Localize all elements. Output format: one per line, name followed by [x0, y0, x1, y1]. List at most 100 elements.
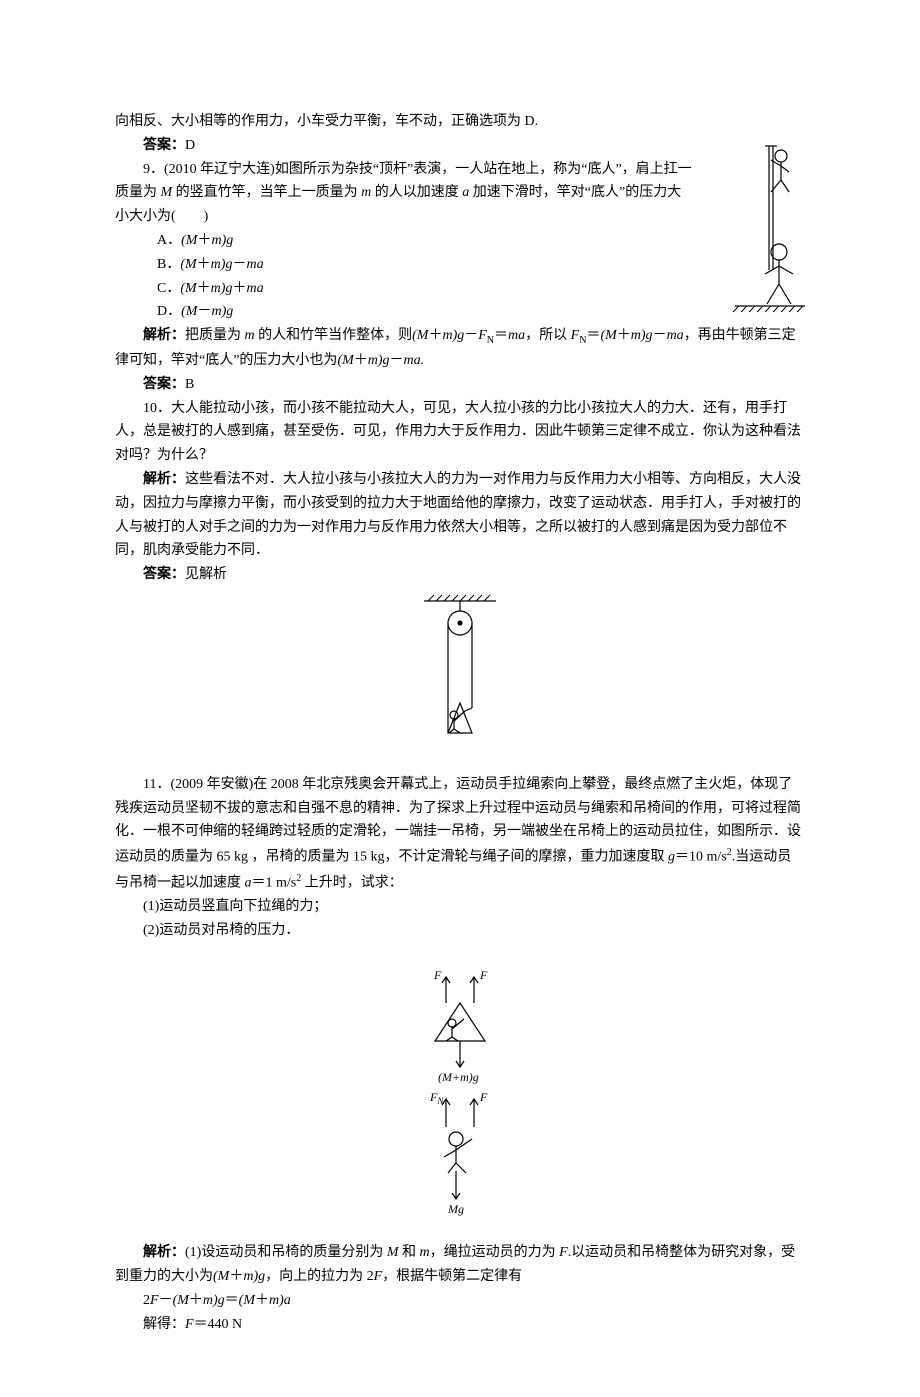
q9-option-b: B．(M＋m)g－ma — [115, 253, 805, 277]
expr: ＋ — [197, 233, 211, 248]
t: m)g — [631, 328, 653, 343]
pulley-diagram — [410, 593, 510, 758]
opt-prefix: C． — [157, 281, 180, 296]
t: 的人和竹竿当作整体，则 — [255, 328, 413, 343]
t: 和 — [399, 1245, 420, 1260]
t: － — [390, 353, 404, 368]
t: ＋ — [229, 1269, 243, 1284]
t: ＝1 m/s — [252, 875, 297, 890]
fbd-label-F: F — [479, 1090, 488, 1104]
t: － — [464, 328, 478, 343]
opt-prefix: B． — [157, 257, 180, 272]
expr: (M — [181, 304, 197, 319]
answer-8: 答案：D — [115, 134, 805, 158]
t: ma — [667, 328, 684, 343]
free-body-diagram: F F (M+m)g FN F Mg — [115, 967, 805, 1236]
answer-value: 见解析 — [185, 567, 227, 582]
expl-label: 解析： — [143, 1245, 185, 1260]
t: F — [185, 1317, 194, 1332]
question-10-stem: 10．大人能拉动小孩，而小孩不能拉动大人，可见，大人拉小孩的力比小孩拉大人的力大… — [115, 397, 805, 468]
fbd-label-Mg: Mg — [447, 1202, 464, 1216]
expr: － — [197, 304, 211, 319]
answer-value: D — [185, 138, 195, 153]
expr: ＋ — [232, 281, 246, 296]
expl-label: 解析： — [143, 328, 185, 343]
t: (M — [337, 353, 353, 368]
q11-figure — [115, 593, 805, 767]
expl-text: 这些看法不对．大人拉小孩与小孩拉大人的力为一对作用力与反作用力大小相等、方向相反… — [115, 472, 801, 558]
t: ＋ — [617, 328, 631, 343]
t: (M — [412, 328, 428, 343]
q11-sub1: (1)运动员竖直向下拉绳的力； — [115, 895, 805, 919]
opt-prefix: D． — [157, 304, 181, 319]
answer-label: 答案： — [143, 377, 185, 392]
expr: (M — [181, 233, 197, 248]
answer-label: 答案： — [143, 138, 185, 153]
t: m)a — [269, 1293, 291, 1308]
question-11-stem: 11．(2009 年安徽)在 2008 年北京残奥会开幕式上，运动员手拉绳索向上… — [115, 773, 805, 895]
t: m)g — [368, 353, 390, 368]
t: ma. — [404, 353, 425, 368]
expr: m)g — [211, 281, 233, 296]
t: ＋ — [189, 1293, 203, 1308]
t: (1)设运动员和吊椅的质量分别为 — [185, 1245, 387, 1260]
expr: ＋ — [197, 281, 211, 296]
expr: ma — [246, 257, 263, 272]
t: 把质量为 — [185, 328, 245, 343]
t: ，所以 — [525, 328, 571, 343]
q9-option-d: D．(M－m)g — [115, 300, 805, 324]
q9-text-b: 的竖直竹竿，当竿上一质量为 — [172, 185, 361, 200]
q9-option-a: A．(M＋m)g — [115, 229, 805, 253]
expr: (M — [180, 281, 196, 296]
pole-acrobat-diagram — [705, 140, 805, 315]
t: ＋ — [428, 328, 442, 343]
t: M — [387, 1245, 399, 1260]
expr: (M — [180, 257, 196, 272]
var-M: M — [161, 185, 173, 200]
q10-explanation: 解析：这些看法不对．大人拉小孩与小孩拉大人的力为一对作用力与反作用力大小相等、方… — [115, 468, 805, 563]
q11-result: 解得：F＝440 N — [115, 1313, 805, 1337]
t: 2 — [143, 1293, 150, 1308]
q9-text-c: 的人以加速度 — [371, 185, 462, 200]
t: m)g — [203, 1293, 225, 1308]
t: ，绳拉运动员的力为 — [430, 1245, 560, 1260]
fbd-label-F2: F — [479, 968, 488, 982]
t: ，根据牛顿第二定律有 — [382, 1269, 522, 1284]
t: N — [487, 335, 494, 346]
t: ＝ — [586, 328, 600, 343]
t: F — [559, 1245, 568, 1260]
fbd-label-FN: FN — [429, 1090, 444, 1106]
q11-equation: 2F－(M＋m)g＝(M＋m)a — [115, 1289, 805, 1313]
t: F — [150, 1293, 159, 1308]
t: m)g — [442, 328, 464, 343]
answer-10: 答案：见解析 — [115, 563, 805, 587]
t: ，向上的拉力为 2 — [265, 1269, 374, 1284]
var-g: g — [668, 850, 675, 865]
fbd-label-weight: (M+m)g — [438, 1070, 479, 1084]
document-page: 向相反、大小相等的作用力，小车受力平衡，车不动，正确选项为 D. 答案：D 9．… — [0, 0, 920, 1397]
answer-label: 答案： — [143, 567, 185, 582]
q9-option-c: C．(M＋m)g＋ma — [115, 277, 805, 301]
t: m — [245, 328, 255, 343]
t: ＋ — [255, 1293, 269, 1308]
fbd-label-F1: F — [433, 968, 442, 982]
opt-prefix: A． — [157, 233, 181, 248]
expr: m)g — [211, 304, 233, 319]
t: ＋ — [354, 353, 368, 368]
expr: ma — [246, 281, 263, 296]
t: ＝440 N — [194, 1317, 243, 1332]
t: － — [159, 1293, 173, 1308]
t: m)g — [243, 1269, 265, 1284]
answer-9: 答案：B — [115, 373, 805, 397]
answer-value: B — [185, 377, 194, 392]
t: ＝ — [225, 1293, 239, 1308]
q11-explanation: 解析：(1)设运动员和吊椅的质量分别为 M 和 m，绳拉运动员的力为 F.以运动… — [115, 1241, 805, 1289]
t: (M — [173, 1293, 189, 1308]
t: F — [478, 328, 487, 343]
t: 解得： — [143, 1317, 185, 1332]
q9-figure — [705, 140, 805, 315]
prev-question-trailing-line: 向相反、大小相等的作用力，小车受力平衡，车不动，正确选项为 D. — [115, 110, 805, 134]
q9-explanation: 解析：把质量为 m 的人和竹竿当作整体，则(M＋m)g－FN＝ma，所以 FN＝… — [115, 324, 805, 373]
var-m: m — [361, 185, 371, 200]
expr: ＋ — [197, 257, 211, 272]
